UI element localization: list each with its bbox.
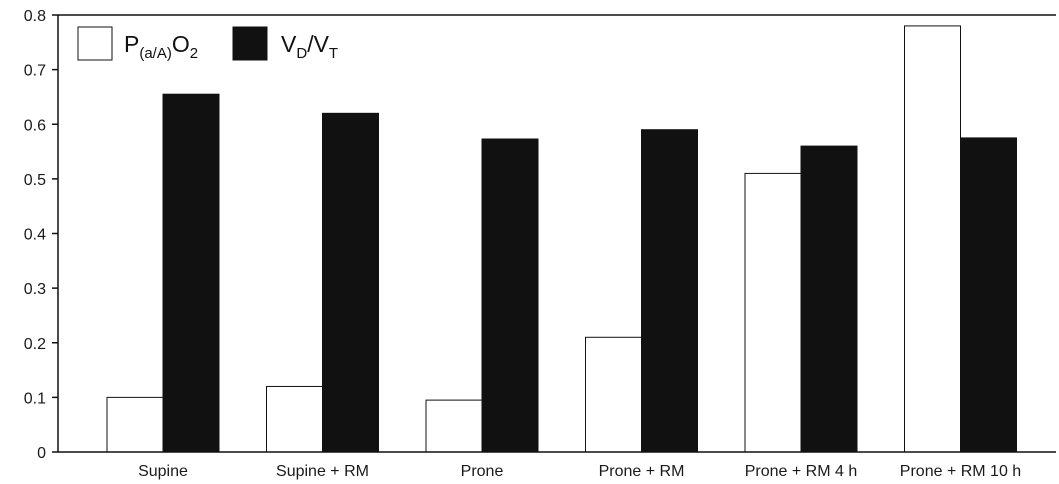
y-tick-label: 0 (37, 445, 46, 462)
legend-swatch-vdvt (232, 26, 268, 61)
y-tick-label: 0.3 (24, 281, 46, 298)
bar-vdvt (641, 129, 698, 453)
x-category-label: Prone + RM 10 h (900, 463, 1021, 480)
bar-vdvt (800, 145, 858, 453)
y-tick-label: 0.1 (24, 390, 46, 407)
y-tick-label: 0.7 (24, 63, 46, 80)
bar-vdvt (162, 93, 220, 453)
bars (106, 25, 1017, 453)
y-axis-tick-labels: 0 0.1 0.2 0.3 0.4 0.5 0.6 0.7 0.8 (24, 8, 46, 462)
bar-paao2 (266, 385, 323, 453)
y-axis-ticks (52, 14, 58, 453)
bar-paao2 (425, 399, 483, 453)
x-category-label: Supine + RM (276, 463, 369, 480)
x-category-label: Supine (138, 463, 188, 480)
bar-paao2 (904, 25, 961, 453)
y-tick-label: 0.8 (24, 8, 46, 25)
legend-label-paao2: P(a/A)O2 (124, 31, 198, 62)
x-category-label: Prone (461, 463, 504, 480)
x-axis-category-labels: Supine Supine + RM Prone Prone + RM Prone + … (138, 463, 1021, 480)
y-tick-label: 0.2 (24, 336, 46, 353)
y-tick-label: 0.5 (24, 172, 46, 189)
legend: P(a/A)O2 VD/VT (77, 26, 338, 62)
bar-paao2 (106, 396, 164, 453)
legend-label-vdvt: VD/VT (281, 31, 338, 62)
bar-paao2 (585, 336, 642, 453)
y-tick-label: 0.4 (24, 227, 46, 244)
x-category-label: Prone + RM (599, 463, 685, 480)
bar-paao2 (744, 172, 802, 453)
bar-vdvt (960, 137, 1017, 453)
bar-vdvt (322, 112, 379, 453)
y-tick-label: 0.6 (24, 117, 46, 134)
legend-swatch-paao2 (77, 26, 113, 61)
bar-vdvt (481, 138, 539, 453)
x-category-label: Prone + RM 4 h (745, 463, 858, 480)
